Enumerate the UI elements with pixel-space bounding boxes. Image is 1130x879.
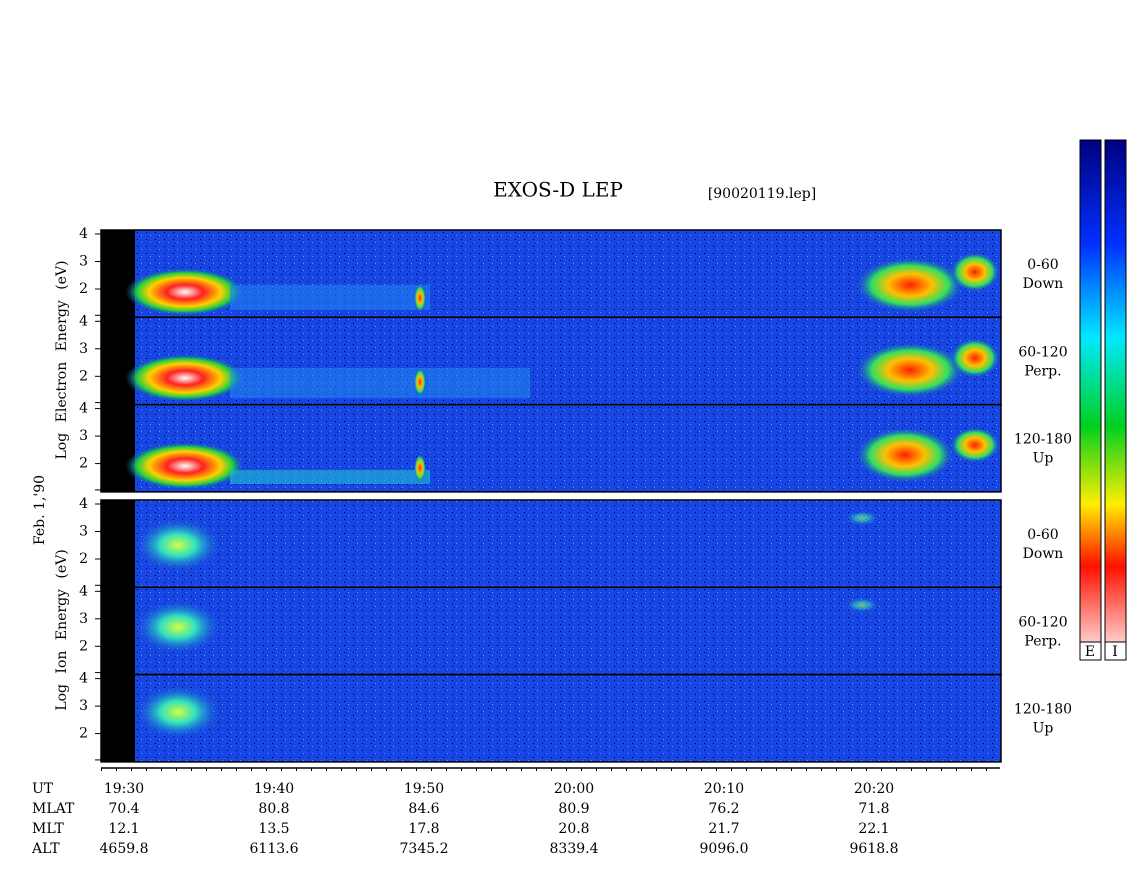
y-tick-label: 2 (79, 726, 88, 742)
row-value: 4659.8 (100, 841, 149, 857)
panel-direction: Down (1023, 276, 1064, 292)
panel-frame (100, 673, 1002, 763)
colorbar-electron (1079, 139, 1102, 661)
row-name: UT (32, 781, 54, 797)
y-tick-label: 4 (79, 496, 88, 512)
panel-frame (100, 403, 1002, 493)
panel-frames (100, 229, 1002, 763)
row-value: 20:00 (554, 781, 594, 797)
row-value: 71.8 (858, 801, 889, 817)
y-tick-label: 2 (79, 638, 88, 654)
y-tick-label: 4 (79, 401, 88, 417)
ion-axis-label: Log Ion Energy (eV) (54, 549, 70, 710)
row-value: 84.6 (408, 801, 439, 817)
title: EXOS-D LEP (493, 178, 623, 202)
row-value: 13.5 (258, 821, 289, 837)
panel-range: 60-120 (1018, 344, 1067, 360)
no-data (101, 500, 135, 762)
colorbar-label-box (1104, 641, 1127, 661)
panel-range: 0-60 (1027, 257, 1058, 273)
colorbar-label: E (1085, 644, 1095, 660)
y-tick-label: 4 (79, 671, 88, 687)
colorbar-label-box (1079, 641, 1102, 661)
panel-range: 120-180 (1014, 702, 1072, 718)
row-value: 80.8 (258, 801, 289, 817)
panel-direction: Up (1033, 451, 1054, 467)
panel-direction: Up (1033, 721, 1054, 737)
row-value: 17.8 (408, 821, 439, 837)
electron-features (125, 252, 1000, 490)
row-value: 19:30 (104, 781, 144, 797)
row-value: 80.9 (558, 801, 589, 817)
no-data (101, 230, 135, 492)
ticks: 2 3 4 2 3 4 2 3 4 2 3 4 2 3 4 2 3 4 (79, 226, 101, 761)
y-tick-label: 4 (79, 313, 88, 329)
row-value: 12.1 (108, 821, 139, 837)
colorbar-label: I (1112, 644, 1118, 660)
panel-range: 120-180 (1014, 432, 1072, 448)
row-name: ALT (31, 841, 60, 857)
y-tick-label: 3 (79, 254, 88, 270)
row-value: 19:50 (404, 781, 444, 797)
row-value: 8339.4 (550, 841, 599, 857)
panel-direction: Perp. (1024, 363, 1061, 379)
y-tick-label: 3 (79, 341, 88, 357)
row-value: 19:40 (254, 781, 294, 797)
panel-direction: Perp. (1024, 633, 1061, 649)
row-value: 76.2 (708, 801, 739, 817)
y-tick-label: 4 (79, 583, 88, 599)
panel-range: 60-120 (1018, 614, 1067, 630)
row-value: 7345.2 (400, 841, 449, 857)
electron-axis-label: Log Electron Energy (eV) (54, 260, 70, 459)
row-value: 9618.8 (850, 841, 899, 857)
electron-spectrogram (101, 230, 1001, 492)
date-label: Feb. 1,'90 (32, 475, 48, 545)
y-tick-label: 2 (79, 281, 88, 297)
row-value: 20:10 (704, 781, 744, 797)
time-axis: UT 19:30 19:40 19:50 20:00 20:10 20:20 MLAT 70.4… (31, 767, 1000, 857)
panel-direction: Down (1023, 546, 1064, 562)
y-tick-label: 3 (79, 428, 88, 444)
panel-range: 0-60 (1027, 527, 1058, 543)
row-value: 22.1 (858, 821, 889, 837)
row-value: 21.7 (708, 821, 739, 837)
row-name: MLAT (32, 801, 75, 817)
colorbar-ion (1104, 139, 1127, 661)
y-tick-label: 3 (79, 524, 88, 540)
y-tick-label: 2 (79, 368, 88, 384)
ion-spectrogram (101, 500, 1001, 762)
row-value: 6113.6 (250, 841, 299, 857)
row-value: 20.8 (558, 821, 589, 837)
file-name: [90020119.lep] (708, 186, 816, 202)
row-name: MLT (32, 821, 64, 837)
y-tick-label: 3 (79, 698, 88, 714)
row-value: 70.4 (108, 801, 139, 817)
y-tick-label: 4 (79, 226, 88, 242)
y-tick-label: 3 (79, 611, 88, 627)
ion-features (133, 510, 880, 740)
y-tick-label: 2 (79, 551, 88, 567)
y-tick-label: 2 (79, 456, 88, 472)
row-value: 20:20 (854, 781, 894, 797)
row-value: 9096.0 (700, 841, 749, 857)
